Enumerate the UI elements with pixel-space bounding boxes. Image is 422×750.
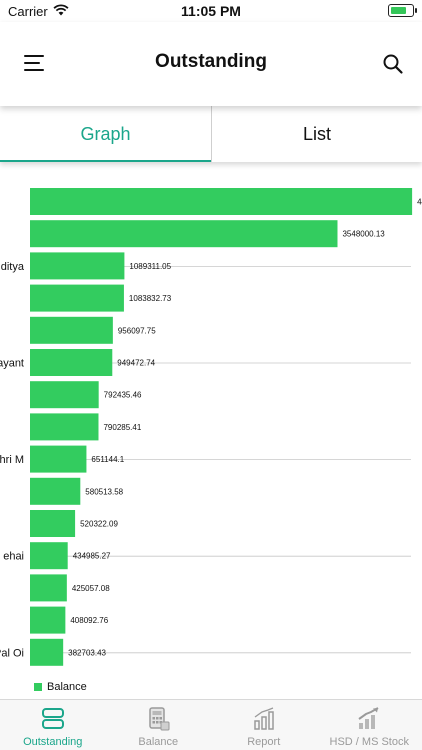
bar-value-label: 4408983.3	[417, 198, 422, 207]
chart-bar[interactable]	[30, 510, 76, 537]
bar-value-label: 792435.46	[104, 391, 142, 400]
page-title: Outstanding	[155, 51, 267, 72]
category-label: Pal Oi	[0, 647, 24, 659]
bar-value-label: 956097.75	[118, 326, 156, 335]
tabbar-label: Report	[247, 736, 281, 748]
tabbar-label: HSD / MS Stock	[329, 736, 409, 748]
bar-value-label: 1089311.05	[129, 262, 171, 271]
legend-label: Balance	[47, 681, 87, 693]
tabbar-item-balance[interactable]: Balance	[106, 700, 212, 750]
bar-value-label: 790285.41	[103, 423, 141, 432]
category-label: hri M	[0, 454, 24, 466]
bar-value-label: 1083832.73	[129, 294, 172, 303]
category-label: ayant	[0, 358, 24, 370]
chart-bar[interactable]	[30, 477, 81, 505]
chart-bar[interactable]	[30, 284, 124, 312]
bar-value-label: 651144.1	[91, 455, 124, 464]
bar-value-label: 949472.74	[117, 359, 155, 368]
bar-value-label: 580513.58	[85, 487, 123, 496]
tabbar-item-outstanding[interactable]: Outstanding	[0, 700, 106, 750]
bar-value-label: 434985.27	[73, 552, 111, 561]
bar-value-label: 425057.08	[72, 584, 110, 593]
segment-tabs: Graph List	[0, 106, 422, 162]
nav-header: Outstanding	[0, 22, 422, 106]
tab-list[interactable]: List	[211, 106, 422, 162]
tabbar-item-hsd-ms-stock[interactable]: HSD / MS Stock	[317, 700, 422, 750]
calculator-icon	[149, 707, 170, 731]
bar-value-label: 3548000.13	[342, 230, 385, 239]
tab-graph[interactable]: Graph	[0, 106, 211, 162]
chart-bar[interactable]	[30, 188, 413, 215]
wifi-icon	[53, 4, 69, 16]
chart-legend: Balance	[34, 681, 87, 693]
search-icon[interactable]	[382, 53, 404, 75]
tabbar-item-report[interactable]: Report	[211, 700, 317, 750]
growth-chart-icon	[358, 707, 379, 729]
chart-bar[interactable]	[30, 220, 338, 248]
hamburger-line	[24, 62, 40, 64]
status-time: 11:05 PM	[181, 3, 241, 19]
chart-bar[interactable]	[30, 574, 67, 602]
battery-icon	[388, 4, 417, 17]
hamburger-line	[24, 69, 44, 71]
chart-bar[interactable]	[30, 445, 87, 473]
bar-chart-icon	[254, 707, 274, 730]
chart-svg: 4408983.3 3548000.13 1089311.05 ditya 108383…	[0, 188, 422, 666]
chart-bar[interactable]	[30, 316, 113, 344]
bar-value-label: 408092.76	[70, 616, 108, 625]
chart-bar[interactable]	[30, 606, 66, 634]
chart-bar[interactable]	[30, 349, 113, 376]
outstanding-bar-chart: 4408983.3 3548000.13 1089311.05 ditya 108383…	[0, 176, 422, 696]
bar-value-label: 382703.43	[68, 648, 106, 657]
chart-bar[interactable]	[30, 252, 125, 280]
category-label: ehai	[3, 551, 24, 563]
legend-swatch	[34, 683, 42, 691]
chart-bar[interactable]	[30, 381, 99, 409]
chart-bar[interactable]	[30, 413, 99, 441]
menu-button[interactable]	[24, 54, 46, 72]
carrier-label: Carrier	[8, 4, 48, 19]
chart-bar[interactable]	[30, 542, 68, 570]
outstanding-icon	[41, 708, 64, 729]
category-label: ditya	[1, 261, 25, 273]
tabbar-label: Balance	[138, 736, 179, 748]
bottom-tab-bar: Outstanding Balance Report	[0, 699, 422, 750]
status-bar: Carrier 11:05 PM	[0, 0, 422, 22]
tabbar-label: Outstanding	[23, 736, 83, 748]
bar-value-label: 520322.09	[80, 520, 118, 529]
hamburger-line	[24, 55, 44, 57]
chart-bar[interactable]	[30, 638, 64, 666]
